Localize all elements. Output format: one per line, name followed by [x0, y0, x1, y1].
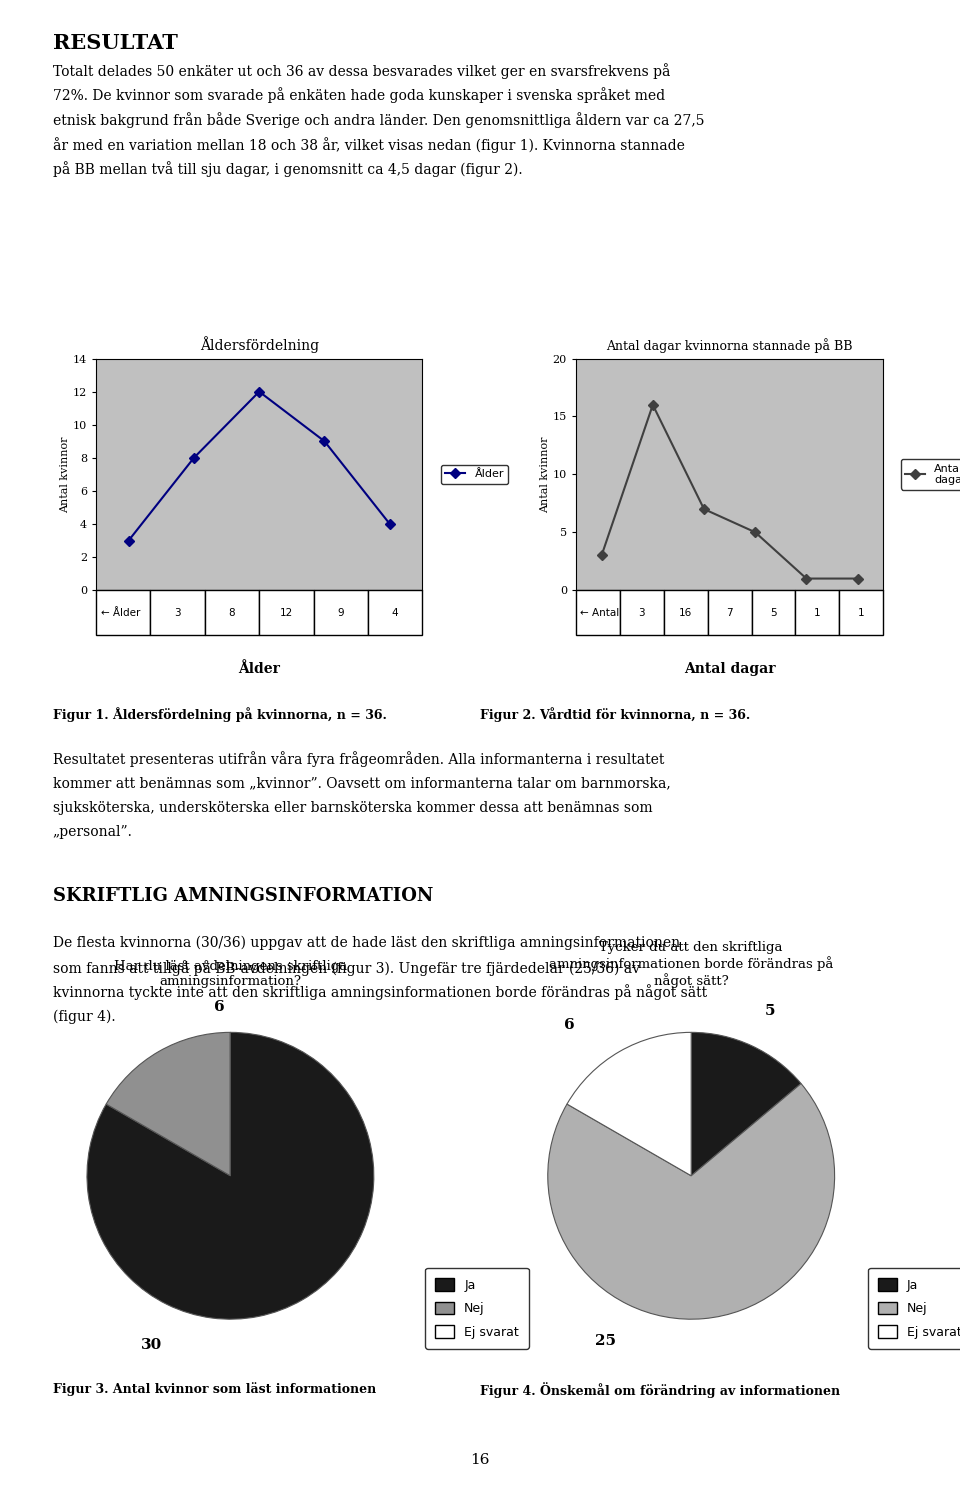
Text: SKRIFTLIG AMNINGSINFORMATION: SKRIFTLIG AMNINGSINFORMATION	[53, 887, 433, 905]
Text: De flesta kvinnorna (30/36) uppgav att de hade läst den skriftliga amningsinform: De flesta kvinnorna (30/36) uppgav att d…	[53, 935, 680, 950]
Wedge shape	[107, 1032, 230, 1176]
Legend: Antal
dagar: Antal dagar	[901, 459, 960, 490]
Text: 5: 5	[765, 1004, 776, 1017]
Text: Resultatet presenteras utifrån våra fyra frågeområden. Alla informanterna i resu: Resultatet presenteras utifrån våra fyra…	[53, 751, 664, 768]
Wedge shape	[567, 1032, 691, 1176]
Y-axis label: Antal kvinnor: Antal kvinnor	[60, 436, 70, 512]
Text: 6: 6	[564, 1019, 575, 1032]
Text: kvinnorna tyckte inte att den skriftliga amningsinformationen borde förändras på: kvinnorna tyckte inte att den skriftliga…	[53, 985, 707, 1001]
Text: 72%. De kvinnor som svarade på enkäten hade goda kunskaper i svenska språket med: 72%. De kvinnor som svarade på enkäten h…	[53, 87, 665, 103]
Text: „personal”.: „personal”.	[53, 826, 132, 840]
Title: Åldersfördelning: Åldersfördelning	[200, 336, 319, 353]
Text: 16: 16	[470, 1454, 490, 1467]
Text: år med en variation mellan 18 och 38 år, vilket visas nedan (figur 1). Kvinnorna: år med en variation mellan 18 och 38 år,…	[53, 137, 684, 152]
Text: kommer att benämnas som „kvinnor”. Oavsett om informanterna talar om barnmorska,: kommer att benämnas som „kvinnor”. Oavse…	[53, 777, 670, 790]
Text: Figur 4. Önskemål om förändring av informationen: Figur 4. Önskemål om förändring av infor…	[480, 1382, 840, 1398]
Text: 30: 30	[141, 1339, 162, 1352]
Text: 6: 6	[214, 999, 225, 1013]
Text: på BB mellan två till sju dagar, i genomsnitt ca 4,5 dagar (figur 2).: på BB mellan två till sju dagar, i genom…	[53, 161, 522, 178]
Text: Ålder: Ålder	[238, 662, 280, 675]
Legend: Ja, Nej, Ej svarat: Ja, Nej, Ej svarat	[868, 1268, 960, 1349]
Title: Antal dagar kvinnorna stannade på BB: Antal dagar kvinnorna stannade på BB	[607, 338, 852, 353]
Text: Antal dagar: Antal dagar	[684, 662, 776, 675]
Wedge shape	[691, 1032, 801, 1176]
Legend: Ålder: Ålder	[441, 465, 508, 484]
Text: Figur 1. Åldersfördelning på kvinnorna, n = 36.: Figur 1. Åldersfördelning på kvinnorna, …	[53, 707, 387, 722]
Text: (figur 4).: (figur 4).	[53, 1010, 115, 1023]
Text: sjuksköterska, undersköterska eller barnsköterska kommer dessa att benämnas som: sjuksköterska, undersköterska eller barn…	[53, 801, 653, 814]
Title: Tycker du att den skriftliga
amningsinformationen borde förändras på
något sätt?: Tycker du att den skriftliga amningsinfo…	[549, 941, 833, 989]
Text: som fanns att tillgå på BB-avdelningen (figur 3). Ungefär tre fjärdedelar (25/36: som fanns att tillgå på BB-avdelningen (…	[53, 961, 639, 976]
Text: Totalt delades 50 enkäter ut och 36 av dessa besvarades vilket ger en svarsfrekv: Totalt delades 50 enkäter ut och 36 av d…	[53, 63, 670, 79]
Text: Figur 3. Antal kvinnor som läst informationen: Figur 3. Antal kvinnor som läst informat…	[53, 1382, 376, 1395]
Title: Har du läst avdelningens skriftliga
amningsinformation?: Har du läst avdelningens skriftliga amni…	[114, 961, 347, 989]
Wedge shape	[87, 1032, 373, 1319]
Text: RESULTAT: RESULTAT	[53, 33, 178, 52]
Text: 25: 25	[594, 1334, 615, 1348]
Text: etnisk bakgrund från både Sverige och andra länder. Den genomsnittliga åldern va: etnisk bakgrund från både Sverige och an…	[53, 112, 705, 128]
Wedge shape	[548, 1083, 834, 1319]
Legend: Ja, Nej, Ej svarat: Ja, Nej, Ej svarat	[425, 1268, 529, 1349]
Text: Figur 2. Vårdtid för kvinnorna, n = 36.: Figur 2. Vårdtid för kvinnorna, n = 36.	[480, 707, 751, 722]
Y-axis label: Antal kvinnor: Antal kvinnor	[540, 436, 550, 512]
